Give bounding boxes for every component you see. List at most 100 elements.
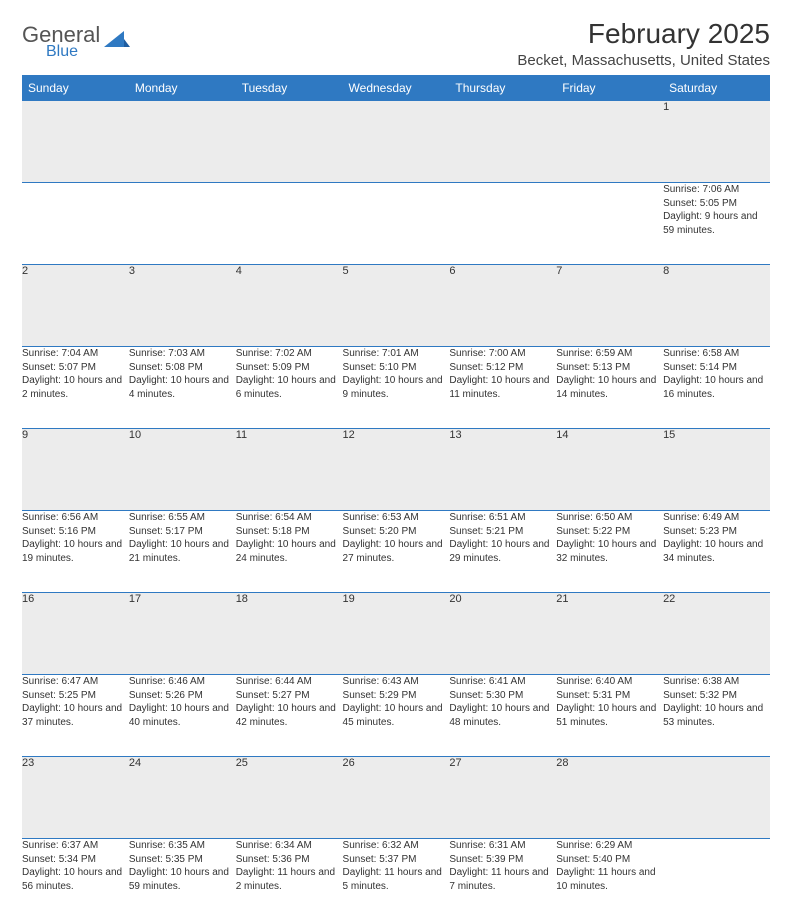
daylight-text: Daylight: 10 hours and 29 minutes.: [449, 538, 556, 565]
daylight-text: Daylight: 10 hours and 24 minutes.: [236, 538, 343, 565]
day-number-cell: 3: [129, 265, 236, 347]
day-number-cell: 4: [236, 265, 343, 347]
day-number-cell: 21: [556, 593, 663, 675]
daylight-text: Daylight: 10 hours and 37 minutes.: [22, 702, 129, 729]
day-number-cell: 12: [343, 429, 450, 511]
sunset-text: Sunset: 5:32 PM: [663, 689, 770, 703]
sunrise-text: Sunrise: 6:35 AM: [129, 839, 236, 853]
daylight-text: Daylight: 10 hours and 40 minutes.: [129, 702, 236, 729]
day-detail-cell: [129, 183, 236, 265]
day-detail-cell: Sunrise: 6:29 AMSunset: 5:40 PMDaylight:…: [556, 839, 663, 921]
daylight-text: Daylight: 10 hours and 27 minutes.: [343, 538, 450, 565]
day-detail-cell: Sunrise: 6:55 AMSunset: 5:17 PMDaylight:…: [129, 511, 236, 593]
detail-row: Sunrise: 7:04 AMSunset: 5:07 PM Daylight:…: [22, 347, 770, 429]
sunset-text: Sunset: 5:23 PM: [663, 525, 770, 539]
sunrise-text: Sunrise: 7:00 AM: [449, 347, 556, 361]
day-detail-cell: [556, 183, 663, 265]
day-detail-cell: Sunrise: 6:54 AMSunset: 5:18 PMDaylight:…: [236, 511, 343, 593]
day-number-cell: 20: [449, 593, 556, 675]
sunset-text: Sunset: 5:37 PM: [343, 853, 450, 867]
daynum-row: 2345678: [22, 265, 770, 347]
sunset-text: Sunset: 5:18 PM: [236, 525, 343, 539]
day-number-cell: 6: [449, 265, 556, 347]
day-detail-cell: Sunrise: 6:59 AMSunset: 5:13 PMDaylight:…: [556, 347, 663, 429]
daylight-text: Daylight: 10 hours and 32 minutes.: [556, 538, 663, 565]
day-header: Monday: [129, 76, 236, 101]
sunset-text: Sunset: 5:29 PM: [343, 689, 450, 703]
day-detail-cell: Sunrise: 7:04 AMSunset: 5:07 PMDaylight:…: [22, 347, 129, 429]
daylight-text: Daylight: 11 hours and 2 minutes.: [236, 866, 343, 893]
daynum-row: 232425262728: [22, 757, 770, 839]
day-number-cell: 7: [556, 265, 663, 347]
logo: General Blue: [22, 24, 130, 60]
sunrise-text: Sunrise: 6:50 AM: [556, 511, 663, 525]
day-number-cell: [343, 101, 450, 183]
day-header: Sunday: [22, 76, 129, 101]
day-header: Friday: [556, 76, 663, 101]
daylight-text: Daylight: 10 hours and 19 minutes.: [22, 538, 129, 565]
day-header: Thursday: [449, 76, 556, 101]
daylight-text: Daylight: 10 hours and 51 minutes.: [556, 702, 663, 729]
sunset-text: Sunset: 5:10 PM: [343, 361, 450, 375]
day-detail-cell: Sunrise: 6:44 AMSunset: 5:27 PMDaylight:…: [236, 675, 343, 757]
sunrise-text: Sunrise: 6:58 AM: [663, 347, 770, 361]
day-number-cell: 5: [343, 265, 450, 347]
day-header: Tuesday: [236, 76, 343, 101]
detail-row: Sunrise: 6:37 AMSunset: 5:34 PMDaylight:…: [22, 839, 770, 921]
day-number-cell: 23: [22, 757, 129, 839]
day-number-cell: [129, 101, 236, 183]
sunrise-text: Sunrise: 6:49 AM: [663, 511, 770, 525]
day-header: Wednesday: [343, 76, 450, 101]
daylight-text: Daylight: 10 hours and 34 minutes.: [663, 538, 770, 565]
sunset-text: Sunset: 5:22 PM: [556, 525, 663, 539]
day-detail-cell: [22, 183, 129, 265]
sunrise-text: Sunrise: 6:47 AM: [22, 675, 129, 689]
daynum-row: 1: [22, 101, 770, 183]
header: General Blue February 2025 Becket, Massa…: [22, 18, 770, 69]
day-number-cell: 9: [22, 429, 129, 511]
daylight-text: Daylight: 10 hours and 45 minutes.: [343, 702, 450, 729]
day-detail-cell: Sunrise: 6:56 AMSunset: 5:16 PMDaylight:…: [22, 511, 129, 593]
daylight-text: Daylight: 10 hours and 48 minutes.: [449, 702, 556, 729]
day-detail-cell: Sunrise: 6:49 AMSunset: 5:23 PMDaylight:…: [663, 511, 770, 593]
daylight-text: Daylight: 9 hours and 59 minutes.: [663, 210, 770, 237]
daylight-text: Daylight: 10 hours and 14 minutes.: [556, 374, 663, 401]
sunrise-text: Sunrise: 6:51 AM: [449, 511, 556, 525]
day-detail-cell: Sunrise: 6:46 AMSunset: 5:26 PMDaylight:…: [129, 675, 236, 757]
day-detail-cell: Sunrise: 6:32 AMSunset: 5:37 PMDaylight:…: [343, 839, 450, 921]
day-header-row: Sunday Monday Tuesday Wednesday Thursday…: [22, 76, 770, 101]
day-detail-cell: [663, 839, 770, 921]
day-detail-cell: Sunrise: 6:58 AMSunset: 5:14 PMDaylight:…: [663, 347, 770, 429]
daylight-text: Daylight: 10 hours and 6 minutes.: [236, 374, 343, 401]
sunset-text: Sunset: 5:31 PM: [556, 689, 663, 703]
title-block: February 2025 Becket, Massachusetts, Uni…: [517, 18, 770, 69]
day-detail-cell: [449, 183, 556, 265]
day-header: Saturday: [663, 76, 770, 101]
sunset-text: Sunset: 5:05 PM: [663, 197, 770, 211]
sunset-text: Sunset: 5:16 PM: [22, 525, 129, 539]
sunset-text: Sunset: 5:13 PM: [556, 361, 663, 375]
sunset-text: Sunset: 5:20 PM: [343, 525, 450, 539]
daylight-text: Daylight: 10 hours and 59 minutes.: [129, 866, 236, 893]
day-detail-cell: Sunrise: 6:47 AMSunset: 5:25 PMDaylight:…: [22, 675, 129, 757]
sunrise-text: Sunrise: 7:03 AM: [129, 347, 236, 361]
sunset-text: Sunset: 5:21 PM: [449, 525, 556, 539]
day-detail-cell: Sunrise: 7:00 AMSunset: 5:12 PMDaylight:…: [449, 347, 556, 429]
day-detail-cell: Sunrise: 6:41 AMSunset: 5:30 PMDaylight:…: [449, 675, 556, 757]
sunset-text: Sunset: 5:07 PM: [22, 361, 129, 375]
day-detail-cell: Sunrise: 6:51 AMSunset: 5:21 PMDaylight:…: [449, 511, 556, 593]
sunrise-text: Sunrise: 6:56 AM: [22, 511, 129, 525]
day-number-cell: 2: [22, 265, 129, 347]
triangle-icon: [104, 29, 130, 56]
sunrise-text: Sunrise: 6:40 AM: [556, 675, 663, 689]
day-detail-cell: Sunrise: 7:06 AMSunset: 5:05 PMDaylight:…: [663, 183, 770, 265]
day-number-cell: 25: [236, 757, 343, 839]
day-detail-cell: Sunrise: 6:31 AMSunset: 5:39 PMDaylight:…: [449, 839, 556, 921]
daylight-text: Daylight: 10 hours and 42 minutes.: [236, 702, 343, 729]
day-detail-cell: Sunrise: 7:01 AMSunset: 5:10 PMDaylight:…: [343, 347, 450, 429]
daylight-text: Daylight: 10 hours and 16 minutes.: [663, 374, 770, 401]
logo-text: General Blue: [22, 24, 100, 60]
day-detail-cell: Sunrise: 7:03 AMSunset: 5:08 PMDaylight:…: [129, 347, 236, 429]
day-detail-cell: Sunrise: 7:02 AMSunset: 5:09 PMDaylight:…: [236, 347, 343, 429]
sunrise-text: Sunrise: 7:04 AM: [22, 347, 129, 361]
